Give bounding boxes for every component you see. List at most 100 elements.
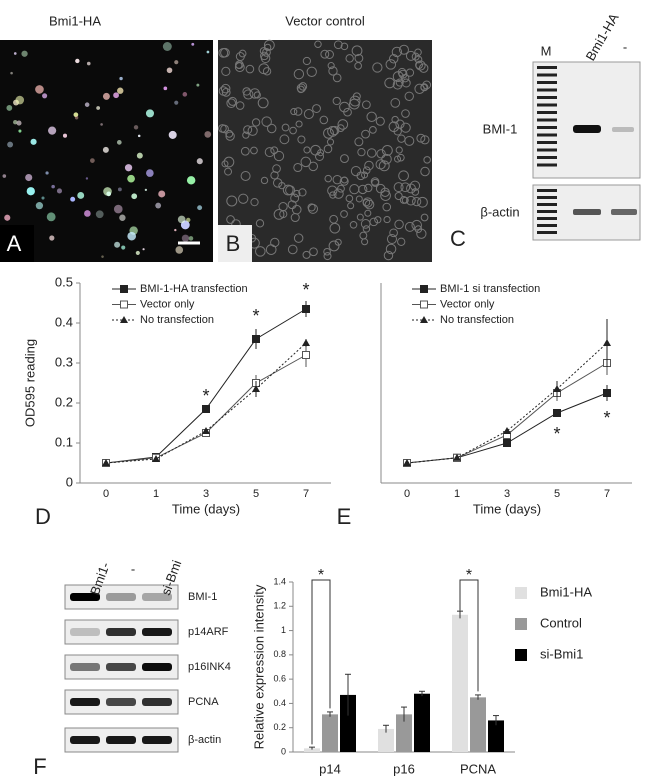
cell (414, 83, 425, 94)
cell (404, 91, 414, 101)
cell (362, 225, 371, 233)
blot-band (142, 663, 172, 671)
cell (394, 191, 403, 201)
ladder-band (537, 133, 557, 137)
cell (251, 118, 261, 127)
point (553, 385, 561, 392)
legend-label: Bmi1-HA (540, 584, 592, 599)
cell (144, 188, 148, 192)
y-tick-label: 0 (66, 474, 73, 489)
point (503, 427, 511, 434)
cell (312, 104, 321, 113)
cell (121, 245, 126, 250)
cell (349, 184, 360, 195)
cell (10, 71, 13, 75)
x-tick-label: 7 (303, 488, 309, 500)
cell (101, 255, 104, 258)
cell (364, 199, 375, 210)
annotation: * (603, 408, 610, 428)
cell (166, 67, 173, 74)
cell (247, 125, 258, 136)
y-tick-label: 1.2 (273, 601, 286, 611)
cell (225, 129, 234, 138)
cell (308, 161, 319, 172)
legend-label: BMI-1-HA transfection (140, 283, 248, 295)
cell (4, 214, 11, 221)
cell (261, 116, 272, 127)
cell (290, 193, 300, 203)
y-tick-label: 0.2 (55, 394, 73, 409)
blot-band (70, 628, 100, 636)
cell (106, 191, 112, 197)
cell (397, 153, 405, 162)
legend-marker (420, 316, 428, 323)
blot-band (70, 736, 100, 744)
cell (204, 131, 212, 138)
row-label: β-actin (188, 734, 221, 746)
cell (48, 126, 57, 135)
legend-label: Control (540, 615, 582, 630)
cell (220, 47, 230, 58)
cell (296, 83, 306, 93)
cell (174, 228, 177, 232)
cell (420, 83, 429, 92)
cell (113, 204, 123, 214)
cell (15, 95, 25, 105)
cell (381, 144, 393, 156)
cell (255, 219, 265, 228)
cell (333, 188, 344, 199)
cell (133, 125, 139, 130)
cell (323, 144, 333, 154)
cell (84, 210, 91, 217)
cell (362, 166, 371, 175)
panel-label: B (226, 231, 241, 256)
ladder-band (537, 156, 557, 159)
cell (218, 124, 227, 133)
bracket (311, 579, 331, 745)
point (102, 459, 110, 466)
cell (117, 87, 124, 94)
point (202, 405, 210, 413)
cell (302, 250, 311, 259)
cell (361, 129, 370, 139)
cell (73, 112, 79, 118)
lane-label: Bmi1-HA (583, 10, 622, 63)
x-tick-label: 7 (604, 488, 610, 500)
ladder-band (537, 81, 557, 84)
band (573, 209, 601, 215)
panel-label: D (35, 504, 51, 529)
cell (350, 165, 362, 177)
cell (273, 150, 285, 162)
x-tick-label: 0 (404, 488, 410, 500)
cell (119, 76, 123, 81)
cell (226, 98, 237, 109)
cell (395, 78, 404, 87)
label-bg (218, 225, 252, 262)
cell (221, 66, 231, 76)
cell (42, 93, 48, 99)
cell (238, 193, 249, 204)
cell (264, 43, 272, 52)
legend-marker (420, 285, 428, 293)
cell (372, 62, 383, 73)
point (403, 459, 411, 466)
cell (394, 219, 404, 230)
cell (221, 87, 231, 97)
cell (260, 176, 269, 185)
cell (361, 238, 369, 246)
y-tick-label: 0.6 (273, 674, 286, 684)
cell (307, 203, 316, 212)
band (573, 125, 601, 133)
cell (298, 188, 307, 197)
cell (51, 184, 55, 189)
cell (35, 85, 44, 94)
series-line (406, 362, 608, 464)
point (603, 389, 611, 397)
panel-title: Vector control (285, 13, 365, 28)
cell (420, 166, 430, 177)
cell (281, 123, 290, 132)
cell (416, 133, 426, 143)
y-tick-label: 1.4 (273, 576, 286, 586)
cell (401, 196, 409, 204)
cell (259, 47, 268, 55)
